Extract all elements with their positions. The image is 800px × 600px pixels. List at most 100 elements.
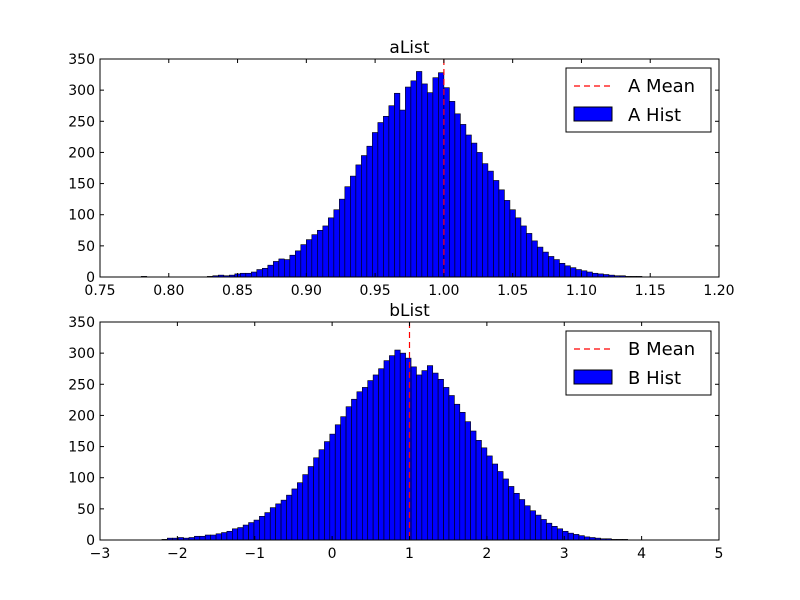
x-tick-labels: −3 −2 −1 0 1 2 3 4 5 — [90, 546, 724, 562]
histogram-bar — [520, 225, 527, 278]
histogram-bar — [564, 265, 571, 278]
histogram-bar — [416, 71, 423, 278]
x-tick-label: 1.10 — [566, 283, 597, 299]
histogram-bar — [540, 519, 547, 541]
histogram-bar — [427, 92, 434, 278]
histogram-bar — [515, 217, 522, 278]
x-tick-label: −2 — [167, 546, 188, 562]
x-tick-label: 0.95 — [360, 283, 391, 299]
histogram-bar — [280, 499, 287, 541]
x-tick-label: 0.90 — [291, 283, 322, 299]
legend: B Mean B Hist — [565, 330, 712, 396]
histogram-bar — [454, 403, 461, 541]
x-tick-label: 0.80 — [153, 283, 184, 299]
histogram-bar — [318, 449, 325, 541]
histogram-bar — [389, 355, 396, 541]
histogram-bar — [553, 259, 560, 278]
histogram-bar — [529, 510, 536, 541]
histogram-bar — [481, 447, 488, 541]
histogram-bar — [284, 259, 291, 278]
legend-mean-label: B Mean — [628, 339, 695, 360]
histogram-bar — [567, 532, 574, 541]
axes-frame — [99, 58, 720, 278]
y-tick-labels: 0 50 100 150 200 250 300 350 — [68, 52, 95, 286]
histogram-bars — [161, 349, 629, 541]
x-tick-label: 4 — [637, 546, 646, 562]
histogram-bar — [339, 198, 346, 278]
histogram-bar — [340, 416, 347, 541]
histogram-bar — [531, 240, 538, 278]
histogram-bar — [562, 530, 569, 541]
histogram-bar — [273, 261, 280, 278]
histogram-bar — [226, 530, 233, 541]
histogram-bar — [459, 412, 466, 541]
histogram-bar — [486, 455, 493, 541]
histogram-bar — [351, 398, 358, 541]
histogram-bar — [575, 269, 582, 278]
histogram-bar — [256, 269, 263, 278]
histogram-bar — [465, 134, 472, 278]
y-tick-label: 0 — [86, 270, 95, 286]
histogram-bar — [322, 225, 329, 278]
histogram-bar — [482, 163, 489, 278]
histogram-bar — [334, 424, 341, 541]
x-tick-label: 5 — [715, 546, 724, 562]
histogram-bar — [232, 528, 239, 541]
histogram-bar — [578, 535, 585, 541]
histogram-bar — [355, 164, 362, 278]
x-tick-label: 0 — [328, 546, 337, 562]
histogram-bar — [278, 258, 285, 278]
histogram-bar — [383, 360, 390, 541]
histogram-bar — [306, 239, 313, 278]
histogram-bar — [221, 532, 228, 541]
histogram-bar — [361, 155, 368, 278]
x-tick-label: −3 — [90, 546, 111, 562]
histogram-bar — [416, 374, 423, 541]
legend-hist-swatch — [573, 106, 613, 122]
histogram-bar — [573, 534, 580, 541]
histogram-bar — [399, 109, 406, 278]
histogram-bar — [548, 256, 555, 278]
histogram-bar — [367, 380, 374, 541]
histogram-bar — [295, 250, 302, 278]
histogram-bar — [471, 142, 478, 278]
histogram-bar — [546, 522, 553, 541]
legend-hist-label: B Hist — [628, 368, 681, 389]
chart-title: bList — [389, 301, 430, 321]
y-tick-label: 250 — [68, 377, 95, 393]
histogram-bar — [297, 482, 304, 541]
y-tick-label: 0 — [86, 533, 95, 549]
histogram-bar — [289, 254, 296, 278]
legend-mean-label: A Mean — [628, 76, 695, 97]
tick-marks — [99, 321, 720, 541]
histogram-bar — [410, 80, 417, 278]
histogram-bar — [475, 440, 482, 541]
histogram-bar — [215, 533, 222, 541]
y-tick-label: 50 — [77, 502, 95, 518]
x-tick-label: 1.00 — [428, 283, 459, 299]
histogram-bar — [383, 116, 390, 278]
histogram-bar — [581, 270, 588, 278]
x-tick-label: 0.85 — [222, 283, 253, 299]
histogram-bar — [210, 534, 217, 541]
histogram-bar — [302, 474, 309, 541]
legend: A Mean A Hist — [565, 67, 712, 133]
x-tick-label: −1 — [244, 546, 265, 562]
histogram-bar — [245, 272, 252, 278]
y-tick-labels: 0 50 100 150 200 250 300 350 — [68, 315, 95, 549]
histogram-bar — [438, 72, 445, 278]
histogram-bar — [526, 233, 533, 278]
histogram-bar — [240, 272, 247, 278]
histogram-bar — [350, 175, 357, 278]
histogram-bar — [269, 507, 276, 541]
histogram-bar — [366, 145, 373, 278]
histogram-bar — [476, 152, 483, 278]
histogram-bar — [504, 200, 511, 278]
histogram-bar — [508, 486, 515, 541]
histogram-bar — [394, 349, 401, 541]
histogram-bar — [372, 374, 379, 541]
histogram-bar — [251, 271, 258, 278]
histogram-bar — [259, 516, 266, 541]
histogram-bar — [311, 234, 318, 278]
